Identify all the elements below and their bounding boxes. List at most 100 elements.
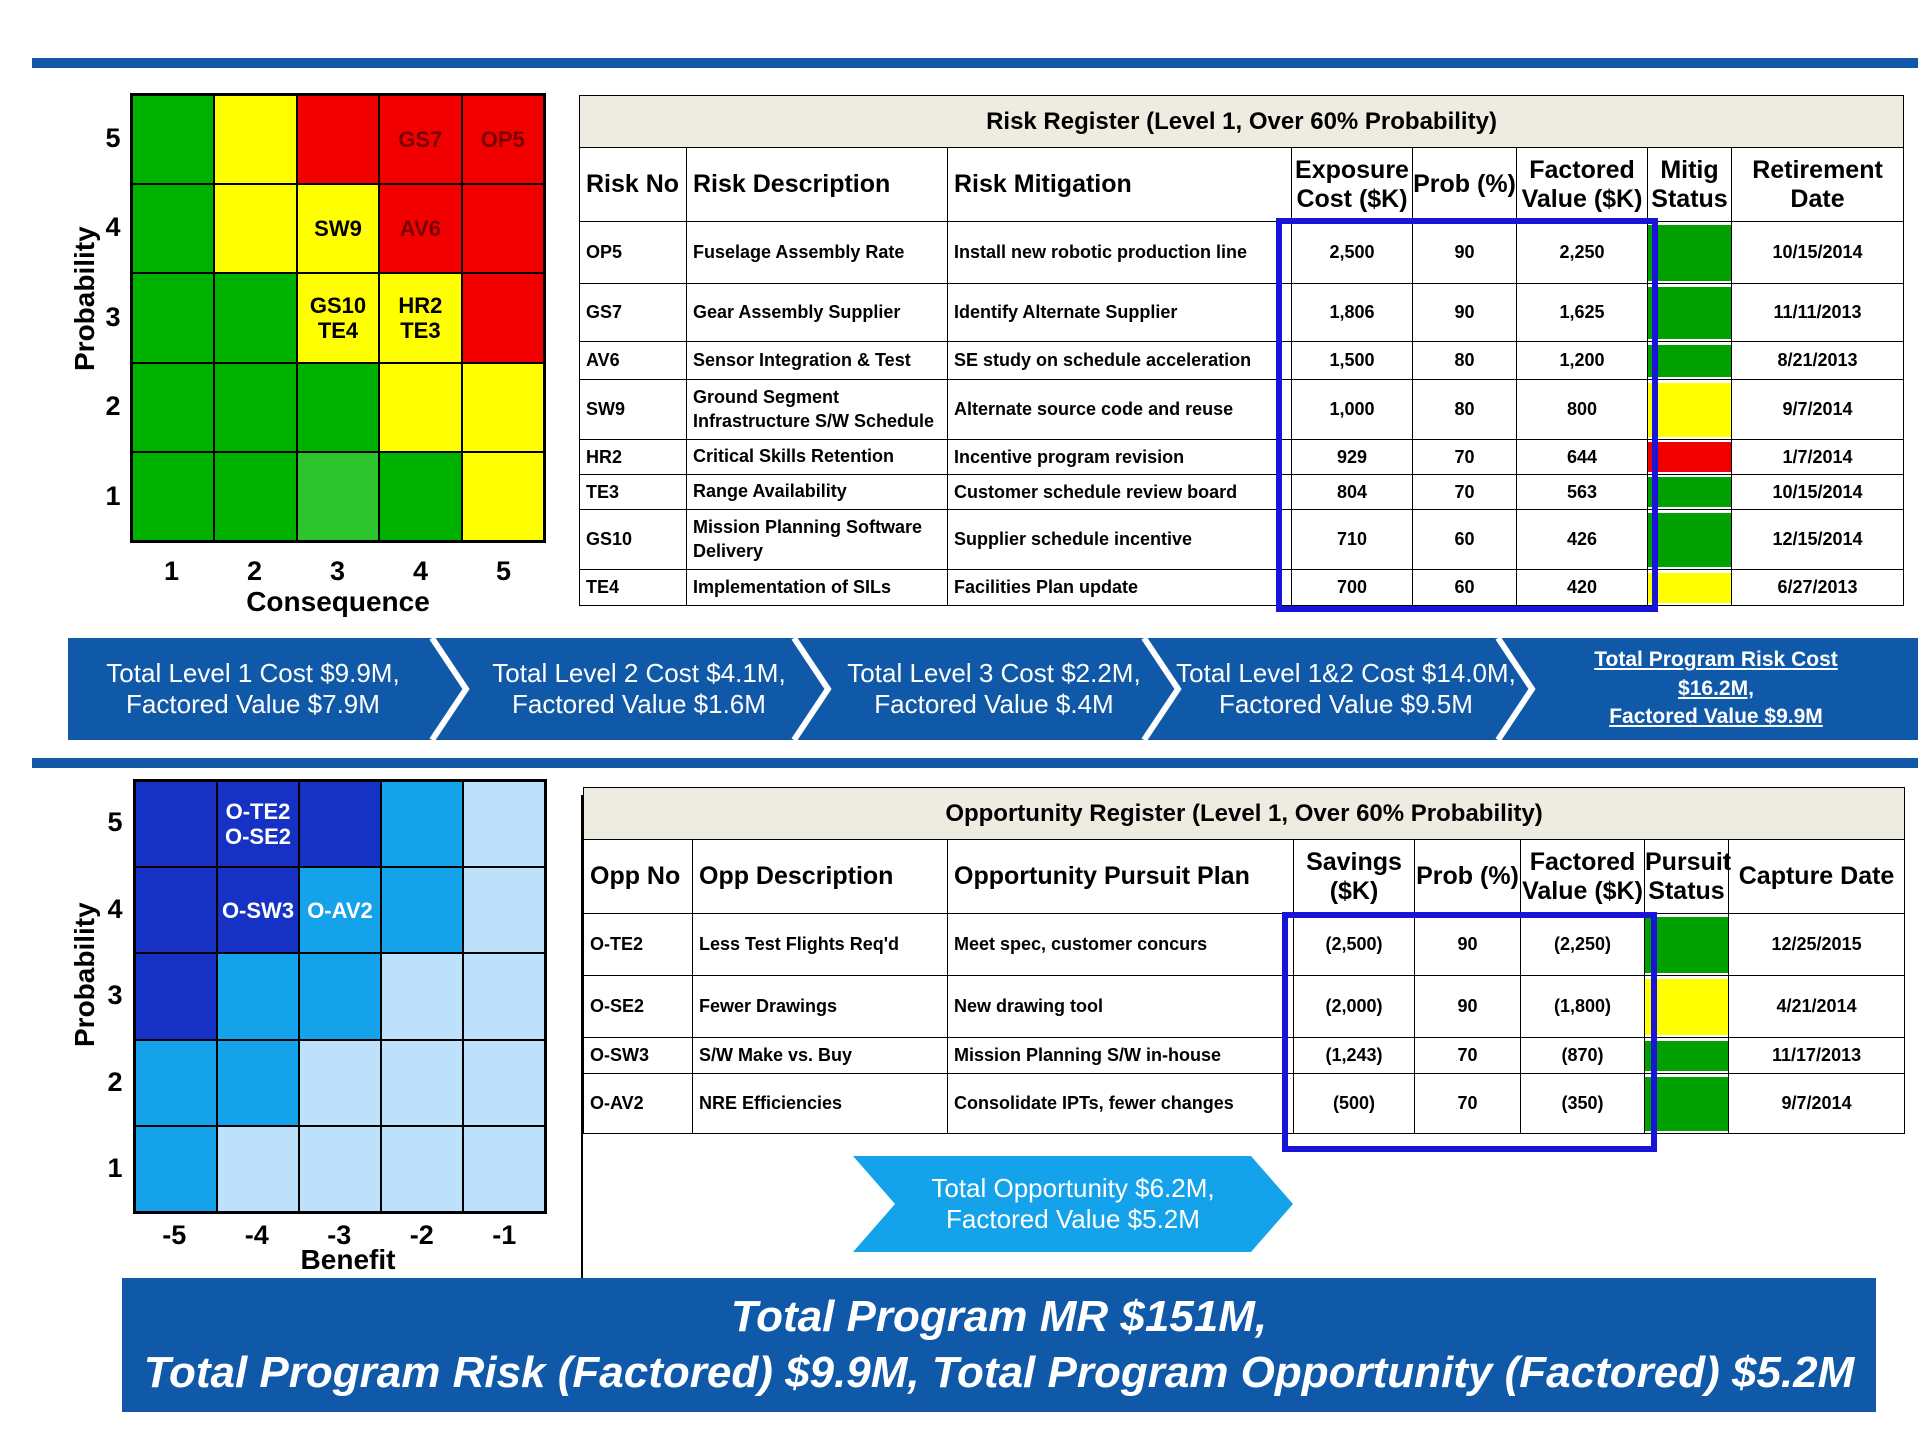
status-cell xyxy=(1644,975,1729,1038)
status-indicator xyxy=(1648,512,1731,567)
risk-matrix-cell xyxy=(215,274,296,362)
status-indicator xyxy=(1648,344,1731,377)
y-tick-label: 5 xyxy=(105,122,121,153)
risk-no-cell: GS10 xyxy=(579,509,687,570)
x-tick-label: -4 xyxy=(244,1220,269,1250)
status-cell xyxy=(1647,221,1732,284)
exposure-cost-cell: 700 xyxy=(1291,569,1413,606)
status-indicator xyxy=(1648,382,1731,437)
probability-cell: 70 xyxy=(1412,439,1517,475)
retirement-date-cell: 11/11/2013 xyxy=(1731,283,1904,342)
opp-pursuit-plan-cell: Meet spec, customer concurs xyxy=(947,913,1294,976)
column-header: Capture Date xyxy=(1727,839,1906,914)
status-cell xyxy=(1647,509,1732,570)
opp-y-axis-title: Probability xyxy=(69,902,100,1047)
risk-no-cell: TE3 xyxy=(579,474,687,510)
factored-value-cell: 644 xyxy=(1516,439,1648,475)
matrix-item-label: GS10 xyxy=(309,292,367,318)
opportunity-total-line2: Factored Value $5.2M xyxy=(946,1204,1200,1234)
column-header: Opportunity Pursuit Plan xyxy=(947,839,1294,914)
risk-matrix-cell xyxy=(215,185,296,273)
column-header: Risk No xyxy=(579,147,687,222)
risk-matrix-cell xyxy=(215,96,296,184)
table-row: TE4 Implementation of SILs Facilities Plan… xyxy=(579,569,1904,606)
opp-matrix-cell xyxy=(464,954,544,1039)
status-indicator xyxy=(1645,978,1728,1035)
chevron-text-line1: Total Level 1 Cost $9.9M, xyxy=(106,657,400,688)
probability-cell: 80 xyxy=(1412,341,1517,380)
opp-no-cell: O-SW3 xyxy=(583,1037,693,1074)
opp-matrix-cell: O-SW3 xyxy=(218,868,298,953)
column-header: Pursuit Status xyxy=(1644,839,1731,914)
y-tick-label: 3 xyxy=(107,980,123,1011)
savings-cell: (1,243) xyxy=(1293,1037,1415,1074)
status-cell xyxy=(1647,439,1732,475)
risk-description-cell: Sensor Integration & Test xyxy=(686,341,948,380)
chevron-separator xyxy=(788,636,834,742)
chevron-separator xyxy=(1138,636,1184,742)
risk-mitigation-cell: Facilities Plan update xyxy=(947,569,1292,606)
opp-matrix-cell xyxy=(136,1040,216,1125)
y-tick-label: 5 xyxy=(107,807,123,838)
risk-y-axis-title: Probability xyxy=(69,226,100,371)
opp-matrix-cell: O-AV2 xyxy=(300,868,380,953)
opp-pursuit-plan-cell: New drawing tool xyxy=(947,975,1294,1038)
risk-heatmap-grid: GS7 OP5 SW9 AV6 GS10 TE4 HR2 TE3 xyxy=(130,93,546,543)
capture-date-cell: 11/17/2013 xyxy=(1727,1037,1906,1074)
risk-matrix-cell xyxy=(462,185,543,273)
table-row: GS7 Gear Assembly Supplier Identify Altern… xyxy=(579,283,1904,342)
opp-matrix-cell xyxy=(464,782,544,867)
totals-chevron-4: Total Level 1&2 Cost $14.0M, Factored Val… xyxy=(1140,638,1532,740)
column-header: Factored Value ($K) xyxy=(1520,839,1645,914)
exposure-cost-cell: 710 xyxy=(1291,509,1413,570)
x-tick-label: -5 xyxy=(162,1220,187,1250)
chevron-separator xyxy=(426,636,472,742)
risk-mitigation-cell: SE study on schedule acceleration xyxy=(947,341,1292,380)
opp-no-cell: O-AV2 xyxy=(583,1073,693,1134)
factored-value-cell: 1,200 xyxy=(1516,341,1648,380)
risk-matrix-cell: GS7 xyxy=(380,96,461,184)
table-row: GS10 Mission Planning Software Delivery Su… xyxy=(579,509,1904,570)
capture-date-cell: 12/25/2015 xyxy=(1727,913,1906,976)
risk-mitigation-cell: Identify Alternate Supplier xyxy=(947,283,1292,342)
matrix-item-label: TE4 xyxy=(317,317,359,343)
opp-matrix-cell xyxy=(382,1040,462,1125)
risk-values-highlight-box xyxy=(1276,218,1658,612)
x-tick-label: 2 xyxy=(246,556,263,586)
risk-matrix-cell xyxy=(133,452,214,540)
opp-matrix-cell xyxy=(382,954,462,1039)
opp-matrix-cell xyxy=(218,1126,298,1211)
top-rule xyxy=(32,58,1918,68)
matrix-item-label: O-AV2 xyxy=(307,897,373,923)
probability-cell: 60 xyxy=(1412,509,1517,570)
chevron-text-line1: Total Program Risk Cost xyxy=(1594,648,1838,672)
risk-matrix-cell xyxy=(215,363,296,451)
opp-register-title: Opportunity Register (Level 1, Over 60% … xyxy=(582,787,1906,840)
risk-x-axis-title: Consequence xyxy=(246,586,430,617)
opp-description-cell: Fewer Drawings xyxy=(692,975,948,1038)
risk-no-cell: AV6 xyxy=(579,341,687,380)
status-indicator xyxy=(1648,224,1731,281)
risk-description-cell: Critical Skills Retention xyxy=(686,439,948,475)
banner-line2: Total Program Risk (Factored) $9.9M, Tot… xyxy=(143,1348,1855,1397)
opp-matrix-cell xyxy=(300,782,380,867)
column-header: Savings ($K) xyxy=(1293,839,1415,914)
chevron-text-line1: Total Level 1&2 Cost $14.0M, xyxy=(1176,657,1516,688)
retirement-date-cell: 9/7/2014 xyxy=(1731,379,1904,440)
opp-matrix-cell xyxy=(218,954,298,1039)
risk-matrix-cell xyxy=(380,452,461,540)
opp-matrix-cell xyxy=(382,782,462,867)
factored-value-cell: (350) xyxy=(1520,1073,1645,1134)
status-indicator xyxy=(1648,572,1731,603)
matrix-item-label: O-SW3 xyxy=(221,897,295,923)
opp-matrix-cell xyxy=(464,868,544,953)
status-indicator xyxy=(1648,477,1731,507)
status-indicator xyxy=(1645,1076,1728,1131)
column-header: Exposure Cost ($K) xyxy=(1291,147,1413,222)
chevron-separator-shape xyxy=(1495,636,1536,742)
middle-rule xyxy=(32,758,1918,768)
opp-matrix-cell xyxy=(136,954,216,1039)
risk-mitigation-cell: Install new robotic production line xyxy=(947,221,1292,284)
risk-mitigation-cell: Incentive program revision xyxy=(947,439,1292,475)
risk-matrix-cell xyxy=(380,363,461,451)
